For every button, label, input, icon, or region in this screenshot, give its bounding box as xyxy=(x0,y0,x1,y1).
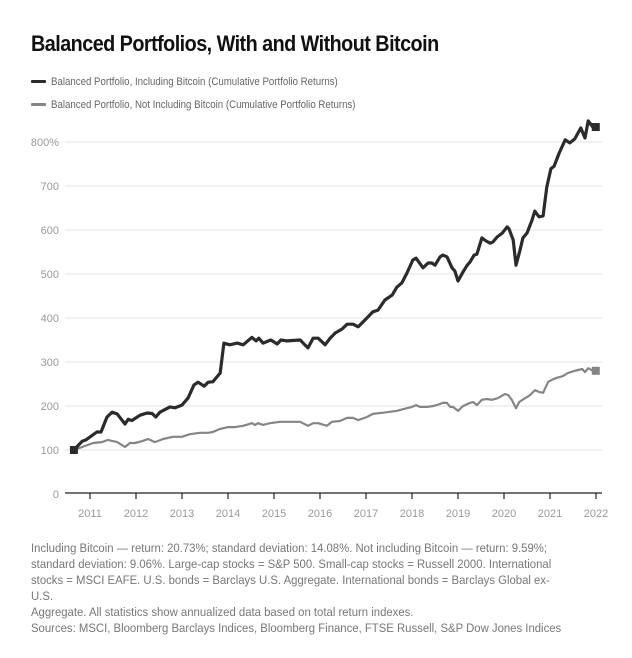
chart-title: Balanced Portfolios, With and Without Bi… xyxy=(31,31,439,56)
x-tick-label: 2017 xyxy=(354,508,378,520)
footnote-line: stocks = MSCI EAFE. U.S. bonds = Barclay… xyxy=(31,573,550,603)
y-tick-label: 100 xyxy=(41,445,59,457)
y-axis: 0 100 200 300 400 500 600 700 800% xyxy=(31,137,59,501)
sources-line: Sources: MSCI, Bloomberg Barclays Indice… xyxy=(31,621,562,635)
end-marker-not-including-bitcoin xyxy=(591,366,600,375)
x-tick-label: 2018 xyxy=(400,508,424,520)
series-lines xyxy=(69,119,600,454)
footnote-line: Aggregate. All statistics show annualize… xyxy=(31,605,414,619)
gridlines xyxy=(65,141,602,451)
x-tick-label: 2011 xyxy=(78,508,102,520)
end-marker-including-bitcoin xyxy=(591,123,600,132)
legend-item-including-bitcoin: Balanced Portfolio, Including Bitcoin (C… xyxy=(31,70,397,93)
y-tick-label: 700 xyxy=(41,181,59,193)
series-line-not-including-bitcoin xyxy=(72,367,594,452)
legend: Balanced Portfolio, Including Bitcoin (C… xyxy=(31,70,397,116)
x-tick-label: 2020 xyxy=(492,508,516,520)
x-tick-label: 2015 xyxy=(262,508,286,520)
legend-swatch-including-bitcoin xyxy=(31,80,46,83)
legend-item-not-including-bitcoin: Balanced Portfolio, Not Including Bitcoi… xyxy=(31,93,397,116)
x-axis: 2011 2012 2013 2014 2015 2016 2017 2018 2019 2020… xyxy=(65,492,608,520)
legend-label-not-including-bitcoin: Balanced Portfolio, Not Including Bitcoi… xyxy=(51,98,356,111)
footnote-line: Including Bitcoin — return: 20.73%; stan… xyxy=(31,541,548,555)
footnote: Including Bitcoin — return: 20.73%; stan… xyxy=(31,540,570,636)
start-marker xyxy=(69,446,78,454)
y-tick-label: 300 xyxy=(41,357,59,369)
x-tick-label: 2022 xyxy=(584,508,608,520)
y-tick-label: 800% xyxy=(31,137,59,149)
x-tick-label: 2021 xyxy=(538,508,562,520)
legend-swatch-not-including-bitcoin xyxy=(31,103,46,106)
footnote-line: standard deviation: 9.06%. Large-cap sto… xyxy=(31,557,552,571)
series-line-including-bitcoin xyxy=(72,119,595,452)
y-tick-label: 0 xyxy=(53,489,59,501)
y-tick-label: 500 xyxy=(41,269,59,281)
x-tick-label: 2016 xyxy=(308,508,332,520)
y-tick-label: 600 xyxy=(41,225,59,237)
y-tick-label: 200 xyxy=(41,401,59,413)
x-tick-label: 2013 xyxy=(170,508,194,520)
legend-label-including-bitcoin: Balanced Portfolio, Including Bitcoin (C… xyxy=(51,75,338,88)
x-tick-label: 2019 xyxy=(446,508,470,520)
y-tick-label: 400 xyxy=(41,313,59,325)
x-tick-label: 2012 xyxy=(124,508,148,520)
x-tick-label: 2014 xyxy=(216,508,240,520)
